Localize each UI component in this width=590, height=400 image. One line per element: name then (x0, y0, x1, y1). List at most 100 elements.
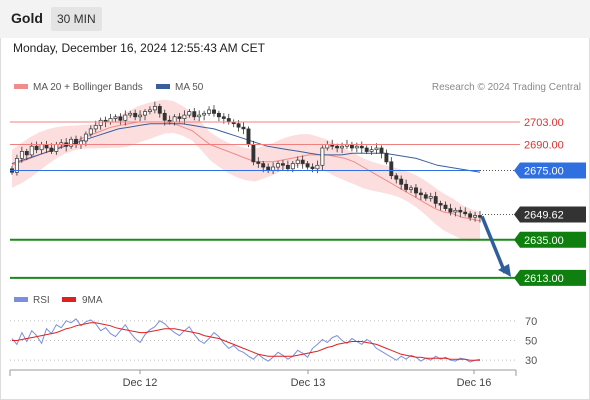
candle (212, 105, 216, 117)
resistance-label: 2690.00 (524, 140, 564, 152)
candle-body (236, 123, 241, 128)
candle-body (177, 116, 182, 119)
candle (207, 106, 212, 116)
candle-body (394, 175, 399, 180)
ma20-line (11, 121, 481, 222)
candle (280, 159, 285, 171)
rsi-legend-swatch (14, 297, 28, 302)
pivot-label: 2675.00 (524, 165, 564, 177)
candle (93, 120, 98, 133)
candle (443, 201, 448, 212)
rsi-panel: 30 50 70 (10, 316, 537, 367)
candle-body (202, 112, 207, 116)
candle-body (197, 114, 202, 118)
candle-body (69, 138, 74, 147)
levels-group: 2703.00 2690.00 2675.00 2649.62 2635.00 2613.… (10, 117, 586, 286)
candle (295, 156, 300, 168)
candle-body (463, 211, 468, 215)
candle-body (24, 151, 29, 156)
candle (384, 149, 389, 165)
candle-body (443, 204, 448, 209)
candle-body (79, 140, 83, 145)
candle (118, 113, 123, 125)
candle-body (108, 118, 113, 123)
rsi-tick-label: 50 (525, 336, 537, 348)
candle-body (404, 183, 409, 190)
candle-body (399, 178, 404, 185)
candle-body (369, 149, 374, 152)
support-label: 2635.00 (524, 235, 564, 247)
candle-body (34, 145, 39, 151)
chart-datetime: Monday, December 16, 2024 12:55:43 AM CE… (13, 41, 265, 55)
interval-button[interactable]: 30 MIN (51, 7, 102, 31)
candle (226, 113, 231, 125)
ma50-legend-swatch (156, 84, 170, 89)
last-price-label: 2649.62 (524, 209, 564, 221)
candle-body (14, 158, 19, 173)
candle-body (305, 163, 310, 168)
candle (433, 191, 438, 208)
candle-body (118, 116, 123, 121)
rsi-9ma-line (12, 322, 480, 361)
candle-body (216, 112, 221, 118)
candle-body (473, 215, 478, 218)
candle-body (325, 144, 330, 149)
candle-body (354, 145, 359, 149)
candle-body (157, 106, 162, 114)
rsi-tick-label: 30 (525, 355, 537, 367)
candle (473, 211, 478, 222)
candle (418, 188, 423, 200)
candle-body (246, 128, 251, 145)
candle (241, 122, 246, 135)
support-tag (514, 269, 586, 286)
candle (143, 108, 147, 121)
candle (463, 207, 468, 217)
candle-body (19, 151, 24, 159)
candle-body (143, 111, 147, 116)
candle-body (295, 159, 300, 164)
candle-body (98, 119, 103, 126)
candle-body (44, 144, 49, 149)
top-bar: Gold 30 MIN (0, 0, 590, 38)
rsi-legend-label: RSI (33, 295, 50, 306)
candle-body (182, 114, 187, 119)
candle-body (251, 144, 256, 163)
candle-body (74, 138, 78, 145)
candle (256, 157, 261, 168)
candle-body (128, 112, 133, 116)
candle-body (162, 112, 167, 121)
candle (423, 192, 428, 201)
candle (349, 141, 354, 152)
candle-body (261, 163, 266, 168)
candle (394, 173, 399, 184)
candle (374, 143, 379, 155)
candle-body (147, 109, 152, 112)
candle (157, 103, 162, 118)
candle (315, 160, 320, 174)
candle (300, 155, 305, 169)
candle (453, 207, 458, 217)
candle-body (384, 152, 389, 163)
instrument-name: Gold (11, 10, 43, 26)
candle-body (83, 133, 88, 142)
candle (24, 148, 29, 161)
forecast-arrow-head (498, 263, 511, 277)
candle-body (335, 145, 340, 149)
candle (320, 145, 325, 171)
candle (438, 200, 443, 211)
ma20-legend-label: MA 20 + Bollinger Bands (33, 82, 143, 93)
candle-body (448, 208, 453, 213)
candle (147, 106, 152, 115)
candle (162, 109, 167, 126)
candle-body (320, 147, 325, 166)
candle-body (280, 163, 285, 166)
candle-body (29, 145, 34, 156)
time-axis: Dec 12 Dec 13 Dec 16 (9, 369, 517, 389)
candle (133, 109, 138, 121)
candle (128, 110, 133, 118)
candle (192, 107, 197, 121)
candle-body (478, 215, 482, 218)
candle (123, 110, 128, 126)
ma50-line (11, 123, 481, 173)
